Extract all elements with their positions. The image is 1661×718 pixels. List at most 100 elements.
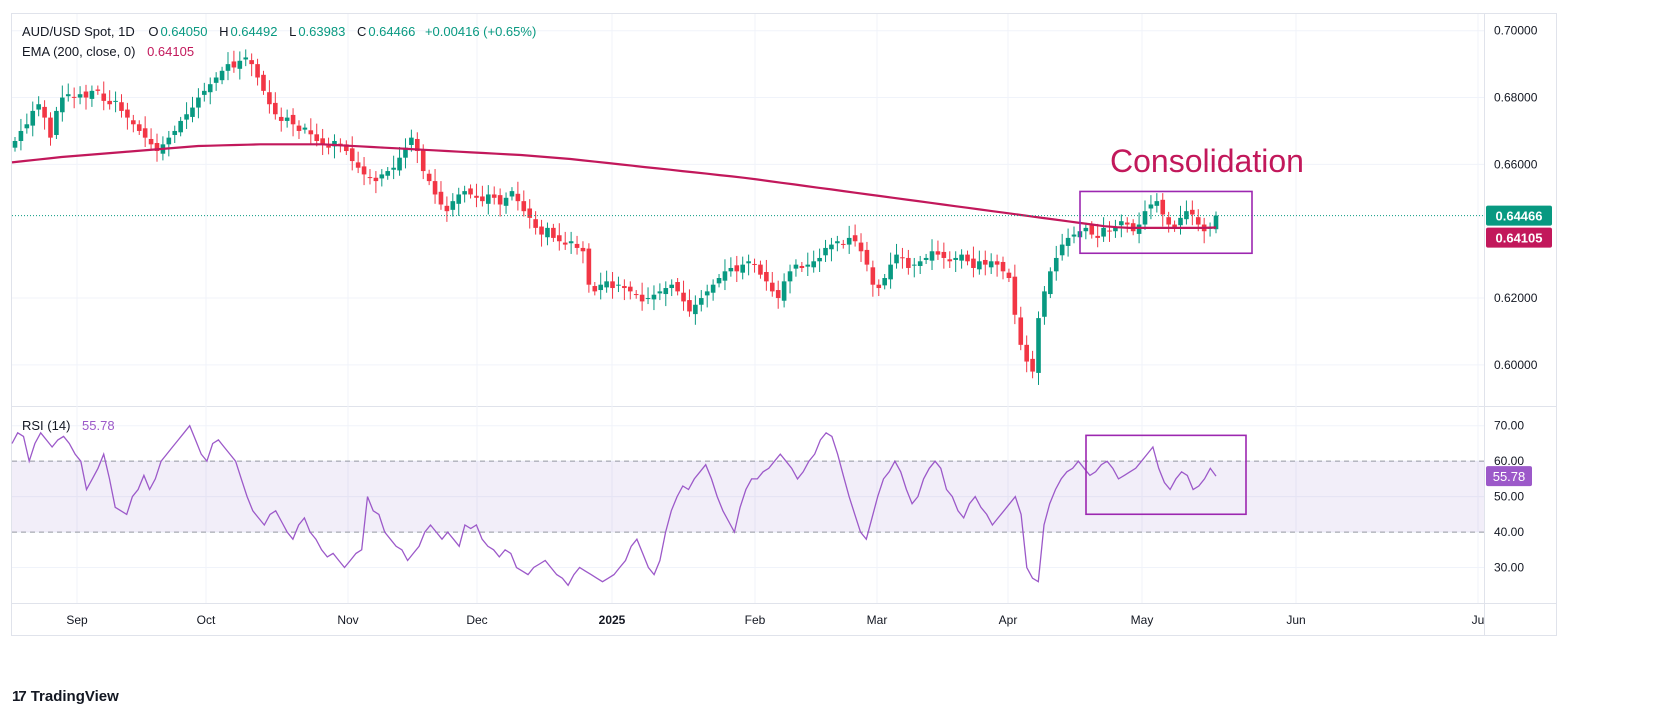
candle (1018, 306, 1024, 351)
time-tick-label: Mar (867, 613, 888, 627)
ema-value-label: 0.64105 (1496, 231, 1543, 246)
candle-body (817, 257, 822, 262)
candle (95, 85, 101, 95)
chart-frame (11, 13, 1557, 636)
candle (539, 219, 544, 247)
candle (77, 86, 83, 105)
candle-body (598, 284, 604, 291)
candle (799, 261, 805, 272)
candle (344, 140, 349, 156)
candle (36, 96, 41, 117)
candle (704, 284, 710, 308)
candle (787, 264, 793, 294)
candle (249, 53, 254, 77)
candle-body (1124, 222, 1130, 225)
candle (728, 257, 734, 277)
candle (616, 276, 621, 293)
candle-body (610, 281, 615, 289)
candle-body (379, 174, 385, 179)
candle (551, 223, 556, 242)
candle-body (326, 145, 331, 148)
legend-rsi-value: 55.78 (82, 418, 115, 433)
candle (456, 187, 462, 216)
time-tick-label: 2025 (599, 613, 626, 627)
candle (42, 100, 47, 130)
candle-body (1048, 271, 1053, 295)
candle (468, 184, 473, 199)
candle-body (704, 291, 710, 296)
candle (1030, 350, 1035, 379)
candle-body (207, 84, 213, 93)
candle (982, 250, 988, 276)
candle-body (1213, 215, 1219, 230)
candle (911, 257, 917, 278)
candle (598, 272, 604, 300)
candle (586, 243, 592, 293)
candle-body (261, 74, 266, 91)
candle (716, 273, 722, 288)
candle (604, 270, 609, 293)
candle-body (947, 259, 953, 262)
candle (243, 49, 249, 67)
legend-ema-label: EMA (200, close, 0) (22, 44, 136, 59)
candle-body (911, 264, 917, 266)
candle-body (178, 120, 183, 133)
candle (497, 188, 503, 217)
candle (1154, 193, 1160, 213)
candle (1190, 200, 1195, 226)
candle (71, 87, 77, 109)
rsi-band (12, 461, 1484, 533)
candle (633, 290, 639, 299)
candle-body (444, 205, 450, 212)
legend-close: 0.64466 (368, 24, 416, 39)
candle (1000, 256, 1006, 280)
candle (681, 280, 686, 311)
candle-body (1166, 217, 1171, 225)
candle (1184, 200, 1189, 225)
candle (1012, 264, 1018, 325)
rsi-value-label: 55.78 (1493, 469, 1526, 484)
candle-body (338, 143, 343, 145)
candle-body (403, 147, 408, 158)
candle-body (840, 243, 846, 245)
candle-body (1160, 199, 1166, 215)
candle-body (793, 264, 799, 269)
candle-body (982, 259, 988, 265)
candle (48, 112, 53, 146)
candle (184, 102, 189, 129)
candle (953, 251, 958, 272)
candle (267, 80, 272, 114)
candle (190, 96, 195, 123)
candle-body (811, 261, 816, 268)
candle-body (509, 191, 515, 197)
candle (1101, 217, 1106, 242)
candle-body (1119, 221, 1124, 226)
candle-body (349, 148, 355, 162)
candle-body (255, 64, 260, 78)
time-tick-label: Nov (337, 613, 358, 627)
candle (219, 66, 225, 85)
candle (1024, 335, 1029, 373)
candle-body (1000, 261, 1006, 272)
candle (752, 258, 757, 273)
candle-body (965, 254, 970, 262)
candle-body (42, 106, 47, 118)
candle (994, 254, 1000, 277)
time-tick-label: May (1131, 613, 1154, 627)
candle-body (1018, 317, 1024, 345)
candle (527, 199, 533, 229)
candle-body (574, 243, 580, 248)
ema-legend: EMA (200, close, 0) 0.64105 (22, 44, 196, 59)
candle (1113, 219, 1118, 238)
candle (959, 249, 964, 269)
candle (172, 125, 178, 143)
candle (1213, 211, 1219, 234)
candle (1042, 286, 1047, 325)
candle-body (1071, 234, 1077, 237)
rsi-tick-label: 60.00 (1494, 454, 1524, 468)
candle-body (935, 251, 941, 255)
candle-body (202, 90, 207, 95)
candle-body (527, 208, 533, 218)
candle (900, 247, 905, 269)
tradingview-brand[interactable]: 17 TradingView (12, 688, 119, 705)
